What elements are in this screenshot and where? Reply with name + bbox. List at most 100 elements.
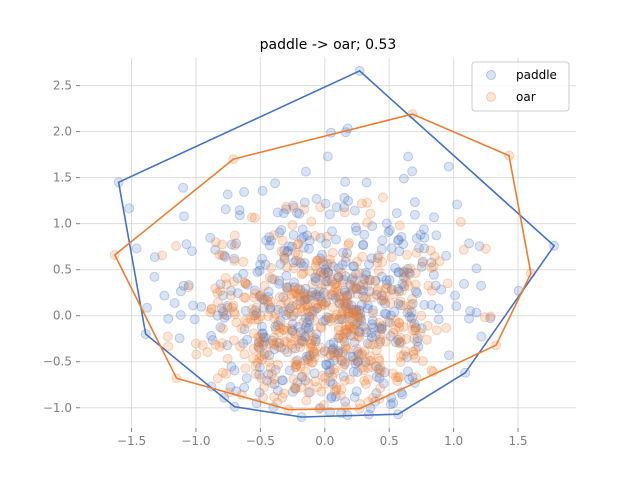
point-paddle [295,296,306,307]
point-paddle [411,233,422,244]
point-paddle [368,305,378,316]
point-paddle [337,347,348,357]
x-axis: −1.5 −1.0 −0.5 0.0 0.5 1.0 1.5 [117,428,528,448]
point-paddle [339,202,350,213]
point-oar [307,279,318,289]
point-oar [312,302,323,313]
point-paddle [391,208,402,219]
point-paddle [339,192,350,203]
point-oar [242,318,253,328]
point-paddle [321,359,332,370]
point-oar [441,322,452,333]
point-oar [291,300,302,311]
point-oar [240,292,251,303]
point-oar [416,310,427,321]
point-oar [395,351,406,362]
point-oar [270,324,281,335]
point-oar [225,290,236,301]
point-oar [404,305,415,316]
y-tick-label: 2.5 [53,79,72,93]
point-oar [276,246,287,257]
point-paddle [386,284,397,295]
point-oar [344,321,355,332]
point-paddle [263,286,274,297]
point-oar [221,368,232,379]
point-paddle [269,379,280,390]
point-paddle [238,338,249,349]
point-paddle [426,299,437,310]
point-paddle [336,314,347,325]
point-oar [328,312,339,323]
point-paddle [304,387,315,398]
point-oar [339,325,350,336]
point-paddle [361,177,372,188]
point-oar [349,324,360,335]
point-paddle [359,229,370,240]
point-paddle [317,249,328,260]
point-oar [342,296,353,307]
point-paddle [407,313,417,324]
point-paddle [417,256,428,267]
point-oar [386,285,397,296]
point-paddle [476,280,487,291]
point-oar [354,305,364,316]
x-tick-label: 0.0 [315,434,334,448]
point-paddle [398,272,409,283]
point-paddle [339,299,350,310]
point-paddle [242,279,253,290]
point-oar [332,286,343,297]
point-paddle [282,283,293,293]
point-oar [231,317,242,328]
point-oar [431,325,442,336]
point-paddle [287,325,298,336]
point-oar [210,283,221,294]
point-oar [296,269,307,280]
point-paddle [444,350,454,361]
point-paddle [319,346,330,357]
point-oar [326,289,337,300]
point-oar [332,270,343,281]
point-paddle [178,280,189,291]
point-paddle [385,331,396,341]
point-paddle [169,298,180,309]
point-oar [343,238,354,249]
point-paddle [325,376,336,387]
point-oar [368,339,379,350]
point-oar [319,300,330,310]
point-oar [455,216,466,227]
point-paddle [393,298,404,309]
point-oar [485,311,496,322]
point-oar [341,289,352,300]
point-oar [337,277,348,288]
point-oar [253,341,264,351]
point-paddle [314,286,324,297]
point-paddle [311,193,322,204]
point-oar [330,282,341,293]
point-oar [395,296,406,307]
point-paddle [262,375,272,386]
point-oar [393,317,404,328]
point-oar [395,356,406,367]
point-oar [394,338,405,349]
point-oar [375,383,386,394]
point-oar [434,256,445,267]
point-oar [442,278,453,289]
point-oar [395,332,406,343]
point-paddle [278,292,289,302]
point-paddle [254,265,265,276]
point-oar [353,331,363,342]
point-oar [426,285,437,296]
point-oar [325,350,336,361]
point-paddle [215,279,226,290]
point-paddle [419,299,430,310]
point-paddle [372,253,383,263]
point-paddle [361,270,371,281]
point-oar [354,332,365,343]
point-paddle [321,359,331,370]
point-oar [394,336,405,347]
point-paddle [234,205,245,216]
point-oar [301,300,312,311]
point-oar [343,299,354,310]
point-paddle [258,302,269,313]
point-paddle [334,314,344,325]
